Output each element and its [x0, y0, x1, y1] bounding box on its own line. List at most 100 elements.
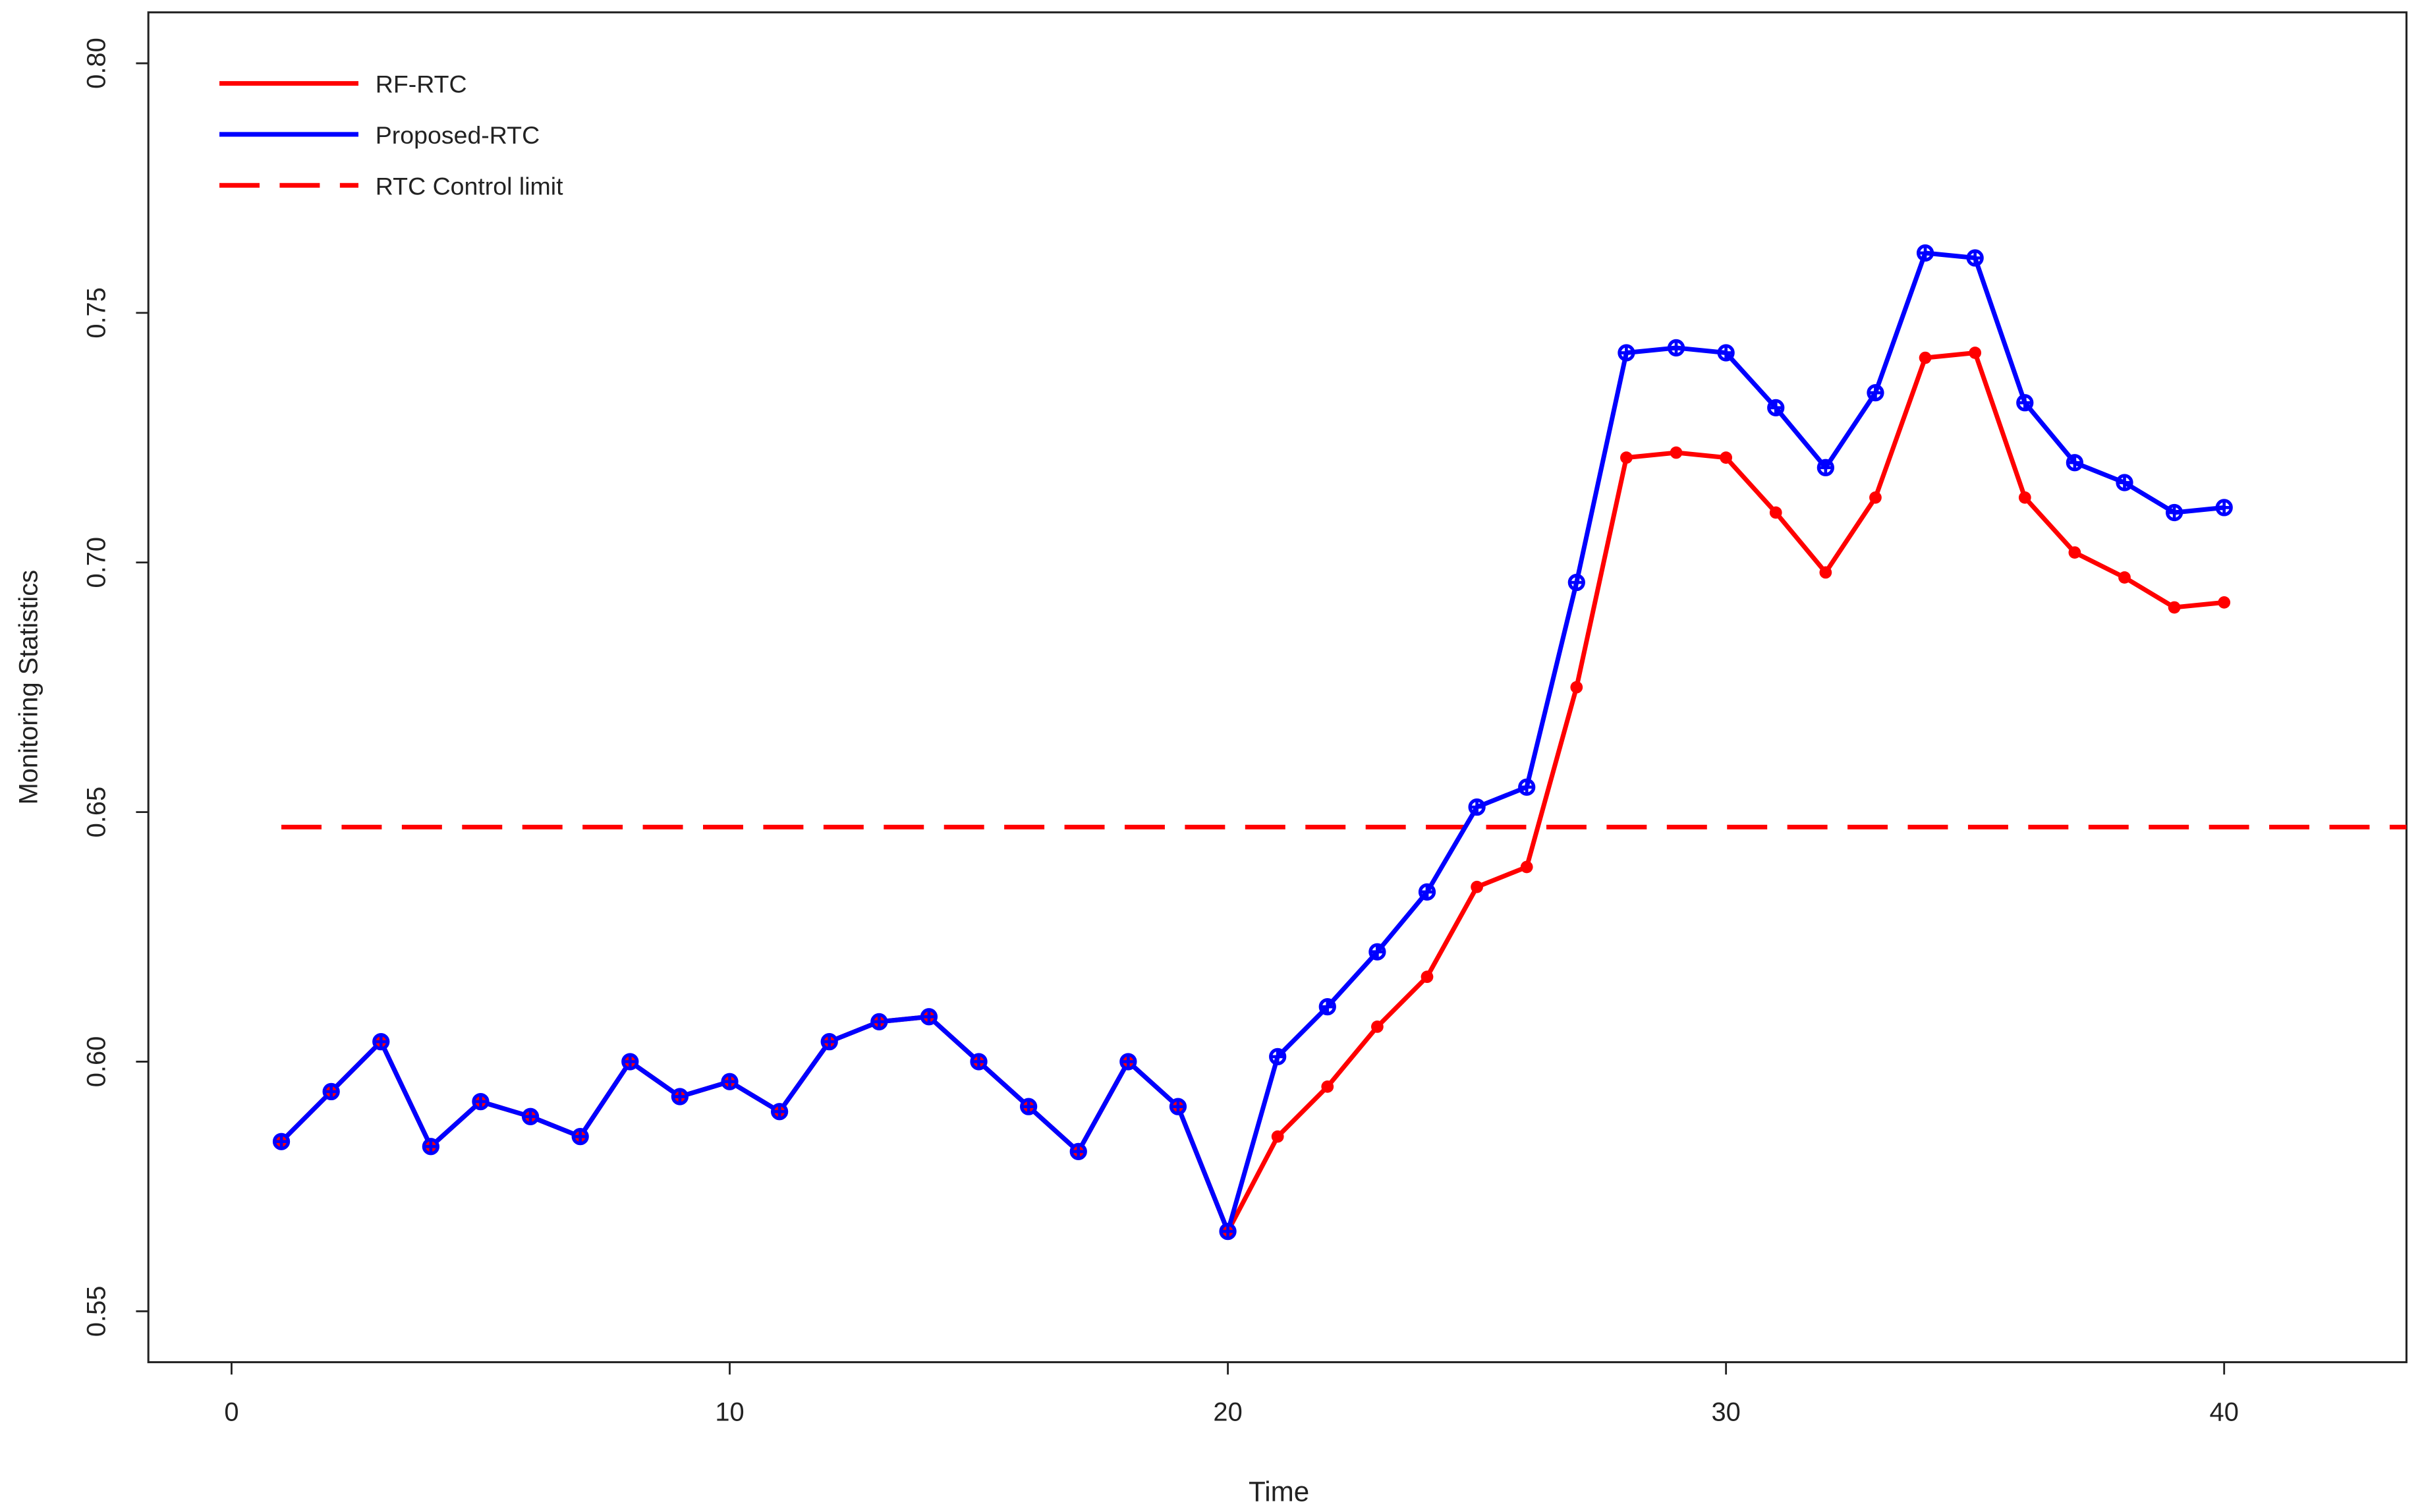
marker-cross [922, 1009, 936, 1024]
marker-cross [1171, 1100, 1185, 1114]
marker [1969, 347, 1982, 359]
marker [1919, 351, 1932, 364]
marker-cross [1868, 385, 1883, 400]
marker [621, 1053, 639, 1071]
legend-label: Proposed-RTC [376, 121, 540, 149]
marker [1717, 344, 1735, 362]
marker-cross [1968, 251, 1983, 266]
marker [1069, 1142, 1087, 1160]
marker [970, 1053, 988, 1071]
x-tick-label: 30 [1711, 1398, 1740, 1427]
marker [1321, 1080, 1334, 1093]
marker-cross [1818, 461, 1833, 475]
marker [1318, 997, 1336, 1016]
marker [2218, 596, 2231, 609]
marker [1570, 681, 1583, 694]
y-tick-label: 0.55 [82, 1286, 111, 1337]
x-tick-label: 10 [715, 1398, 744, 1427]
marker [1271, 1130, 1284, 1143]
marker [1867, 384, 1884, 402]
marker [422, 1138, 439, 1156]
marker [2215, 499, 2233, 517]
marker [770, 1103, 789, 1121]
marker [1368, 943, 1386, 961]
marker-cross [1519, 780, 1534, 795]
marker [1421, 970, 1434, 984]
marker-cross [424, 1139, 438, 1154]
marker-cross [1021, 1100, 1036, 1114]
marker-cross [473, 1094, 488, 1109]
legend-label: RF-RTC [376, 70, 467, 98]
marker [1816, 459, 1834, 476]
marker-cross [1669, 341, 1683, 355]
marker [2168, 601, 2181, 614]
marker [1869, 491, 1882, 504]
marker [1819, 566, 1832, 579]
marker [1767, 399, 1785, 416]
y-tick-label: 0.70 [82, 537, 111, 588]
marker [1667, 339, 1685, 357]
marker [2066, 454, 2084, 472]
y-tick-label: 0.65 [82, 787, 111, 838]
marker-cross [1270, 1050, 1285, 1064]
marker-cross [1420, 885, 1434, 899]
marker [1769, 506, 1782, 519]
marker [1468, 798, 1486, 816]
marker-cross [1121, 1054, 1135, 1069]
y-tick-label: 0.75 [82, 287, 111, 339]
marker [721, 1073, 739, 1090]
marker [472, 1092, 490, 1111]
marker-cross [1768, 401, 1783, 415]
series-line [279, 350, 2225, 1234]
marker-cross [2068, 455, 2082, 470]
marker [1670, 446, 1683, 459]
marker [1219, 1222, 1237, 1241]
marker [1916, 244, 1934, 262]
marker-cross [1320, 999, 1335, 1014]
marker [2118, 571, 2131, 584]
marker [571, 1127, 589, 1146]
legend-label: RTC Control limit [376, 172, 563, 200]
plot-frame [147, 11, 2408, 1364]
marker-cross [971, 1054, 986, 1069]
marker [1020, 1098, 1038, 1115]
marker-cross [274, 1134, 289, 1149]
marker [2116, 474, 2133, 491]
marker-cross [2017, 395, 2032, 410]
marker [2165, 503, 2183, 522]
marker [1620, 451, 1633, 464]
marker [272, 1133, 291, 1150]
marker-cross [573, 1129, 588, 1144]
marker-cross [523, 1109, 538, 1124]
marker [2018, 491, 2031, 504]
marker [1471, 880, 1483, 893]
marker-cross [1221, 1224, 1235, 1239]
marker [1169, 1098, 1187, 1115]
marker-cross [1918, 246, 1932, 260]
marker [1371, 1021, 1384, 1033]
marker-cross [1470, 800, 1484, 814]
marker [322, 1082, 340, 1101]
marker [1966, 249, 1984, 267]
marker [1618, 344, 1635, 362]
y-tick-label: 0.80 [82, 38, 111, 89]
marker [1418, 883, 1436, 901]
marker [1720, 451, 1733, 464]
marker [671, 1088, 689, 1106]
marker-cross [2217, 500, 2232, 515]
marker-cross [1719, 345, 1733, 360]
marker-cross [623, 1054, 637, 1069]
marker [1269, 1048, 1287, 1066]
marker-cross [1619, 345, 1633, 360]
plot-area [272, 244, 2407, 1241]
x-axis-label: Time [1249, 1476, 1309, 1507]
y-axis-label: Monitoring Statistics [14, 570, 43, 805]
marker [2068, 546, 2081, 559]
marker-cross [822, 1034, 837, 1049]
marker [1520, 860, 1533, 874]
marker-cross [324, 1084, 339, 1099]
x-tick-label: 0 [224, 1398, 239, 1427]
x-tick-label: 20 [1213, 1398, 1242, 1427]
